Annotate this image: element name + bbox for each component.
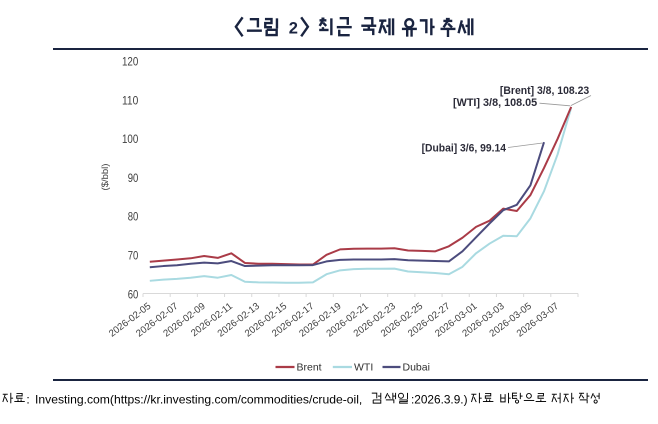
svg-text:90: 90: [128, 171, 139, 185]
svg-text:60: 60: [128, 287, 139, 301]
svg-text:70: 70: [128, 249, 139, 263]
svg-text:2: 2: [289, 20, 298, 38]
svg-text:80: 80: [128, 210, 139, 224]
svg-text::2026.3.9.): :2026.3.9.): [411, 393, 468, 407]
svg-text:[Brent] 3/8, 108.23: [Brent] 3/8, 108.23: [500, 85, 589, 97]
svg-text:Investing.com(https://kr.inves: Investing.com(https://kr.investing.com/c…: [35, 393, 362, 407]
svg-text:100: 100: [122, 132, 139, 146]
svg-text:[Dubai] 3/6, 99.14: [Dubai] 3/6, 99.14: [422, 143, 507, 155]
svg-text:($/bbl): ($/bbl): [100, 164, 111, 191]
svg-text:110: 110: [122, 93, 139, 107]
svg-text:WTI: WTI: [354, 362, 373, 374]
svg-text:Dubai: Dubai: [403, 362, 430, 374]
svg-text:Brent: Brent: [297, 362, 322, 374]
svg-text:[WTI] 3/8, 108.05: [WTI] 3/8, 108.05: [453, 97, 537, 109]
svg-text:120: 120: [122, 55, 139, 69]
svg-text::: :: [26, 393, 29, 407]
